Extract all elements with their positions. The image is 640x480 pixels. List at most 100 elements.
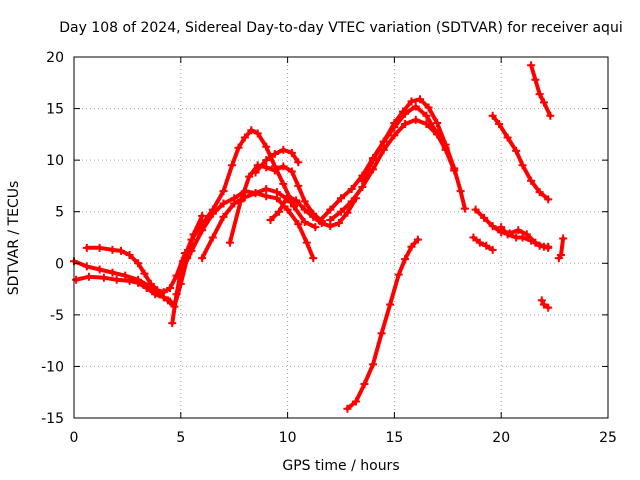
data-point <box>262 185 271 194</box>
data-point <box>347 185 356 194</box>
data-point <box>537 296 546 305</box>
data-point <box>337 194 345 203</box>
data-point <box>287 167 296 176</box>
series-line <box>471 235 495 252</box>
x-tick-label: 10 <box>279 430 297 446</box>
data-point <box>424 103 433 112</box>
data-series-group <box>70 61 568 413</box>
data-point <box>198 226 207 235</box>
x-tick-label: 0 <box>70 430 79 446</box>
data-point <box>379 137 388 146</box>
data-point <box>488 111 497 120</box>
data-point <box>518 161 527 170</box>
data-point <box>460 204 469 213</box>
data-point <box>302 238 311 247</box>
series-arc-8 <box>251 145 303 177</box>
plot-frame <box>73 56 609 419</box>
series-arc-17 <box>488 111 553 204</box>
data-point <box>112 275 121 284</box>
data-point <box>253 129 262 138</box>
series-line <box>200 187 296 261</box>
y-tick-label: -5 <box>50 308 64 324</box>
y-tick-label: 15 <box>46 102 64 118</box>
data-point <box>390 123 399 132</box>
data-point <box>187 235 196 244</box>
data-point <box>559 234 568 243</box>
series-arc-2 <box>72 272 175 306</box>
data-point <box>411 102 420 111</box>
data-point <box>309 212 318 221</box>
series-arc-7 <box>225 161 326 247</box>
data-point <box>287 148 296 157</box>
data-point <box>413 235 422 244</box>
data-point <box>116 246 125 255</box>
data-point <box>343 208 352 217</box>
data-point <box>230 199 239 208</box>
data-point <box>482 241 491 250</box>
x-axis-label: GPS time / hours <box>282 458 399 474</box>
data-point <box>401 109 410 118</box>
data-point <box>108 268 117 277</box>
data-point <box>236 197 245 206</box>
chart-title: Day 108 of 2024, Sidereal Day-to-day VTE… <box>59 20 622 36</box>
data-point <box>527 236 536 245</box>
data-point <box>142 284 151 293</box>
data-point <box>433 119 442 128</box>
data-point <box>544 242 553 251</box>
data-point <box>228 161 237 170</box>
data-point <box>512 146 521 155</box>
grid-lines <box>74 57 608 418</box>
series-arc-19 <box>537 296 553 312</box>
series-arc-16 <box>497 223 553 251</box>
data-point <box>166 284 175 293</box>
data-point <box>369 360 378 369</box>
y-tick-label: -15 <box>41 411 64 427</box>
data-point <box>279 145 288 154</box>
series-arc-6 <box>198 185 299 263</box>
data-point <box>503 133 512 142</box>
data-point <box>219 212 228 221</box>
x-tick-label: 5 <box>176 430 185 446</box>
data-point <box>377 329 386 338</box>
data-point <box>557 251 566 260</box>
data-point <box>262 163 271 172</box>
data-point <box>315 216 324 225</box>
data-point <box>82 243 91 252</box>
data-point <box>441 143 450 152</box>
series-line <box>490 113 551 202</box>
series-line <box>170 128 318 326</box>
y-axis-ticks: -15 -10 -5 0 5 10 15 20 <box>41 50 608 427</box>
data-point <box>245 172 254 181</box>
data-point <box>283 205 292 214</box>
data-point <box>219 187 228 196</box>
data-point <box>488 245 497 254</box>
series-line <box>178 189 316 276</box>
data-point <box>497 223 506 232</box>
data-point <box>544 303 553 312</box>
data-point <box>251 168 260 177</box>
y-tick-label: -10 <box>41 359 64 375</box>
data-point <box>535 241 544 250</box>
data-point <box>82 262 91 271</box>
data-point <box>159 288 168 297</box>
data-point <box>386 300 395 309</box>
data-point <box>84 272 93 281</box>
data-point <box>198 254 207 263</box>
data-point <box>108 245 117 254</box>
data-point <box>95 265 104 274</box>
data-point <box>407 242 416 251</box>
x-tick-label: 15 <box>385 430 403 446</box>
data-point <box>225 238 234 247</box>
data-point <box>527 61 536 70</box>
data-point <box>539 300 548 309</box>
data-point <box>471 205 480 214</box>
data-point <box>72 275 81 284</box>
data-point <box>125 251 134 260</box>
series-line <box>345 237 420 411</box>
data-point <box>121 271 130 280</box>
data-point <box>351 397 360 406</box>
series-arc-12 <box>358 102 450 185</box>
series-arc-9 <box>266 192 360 231</box>
data-point <box>401 120 410 129</box>
data-point <box>360 379 369 388</box>
